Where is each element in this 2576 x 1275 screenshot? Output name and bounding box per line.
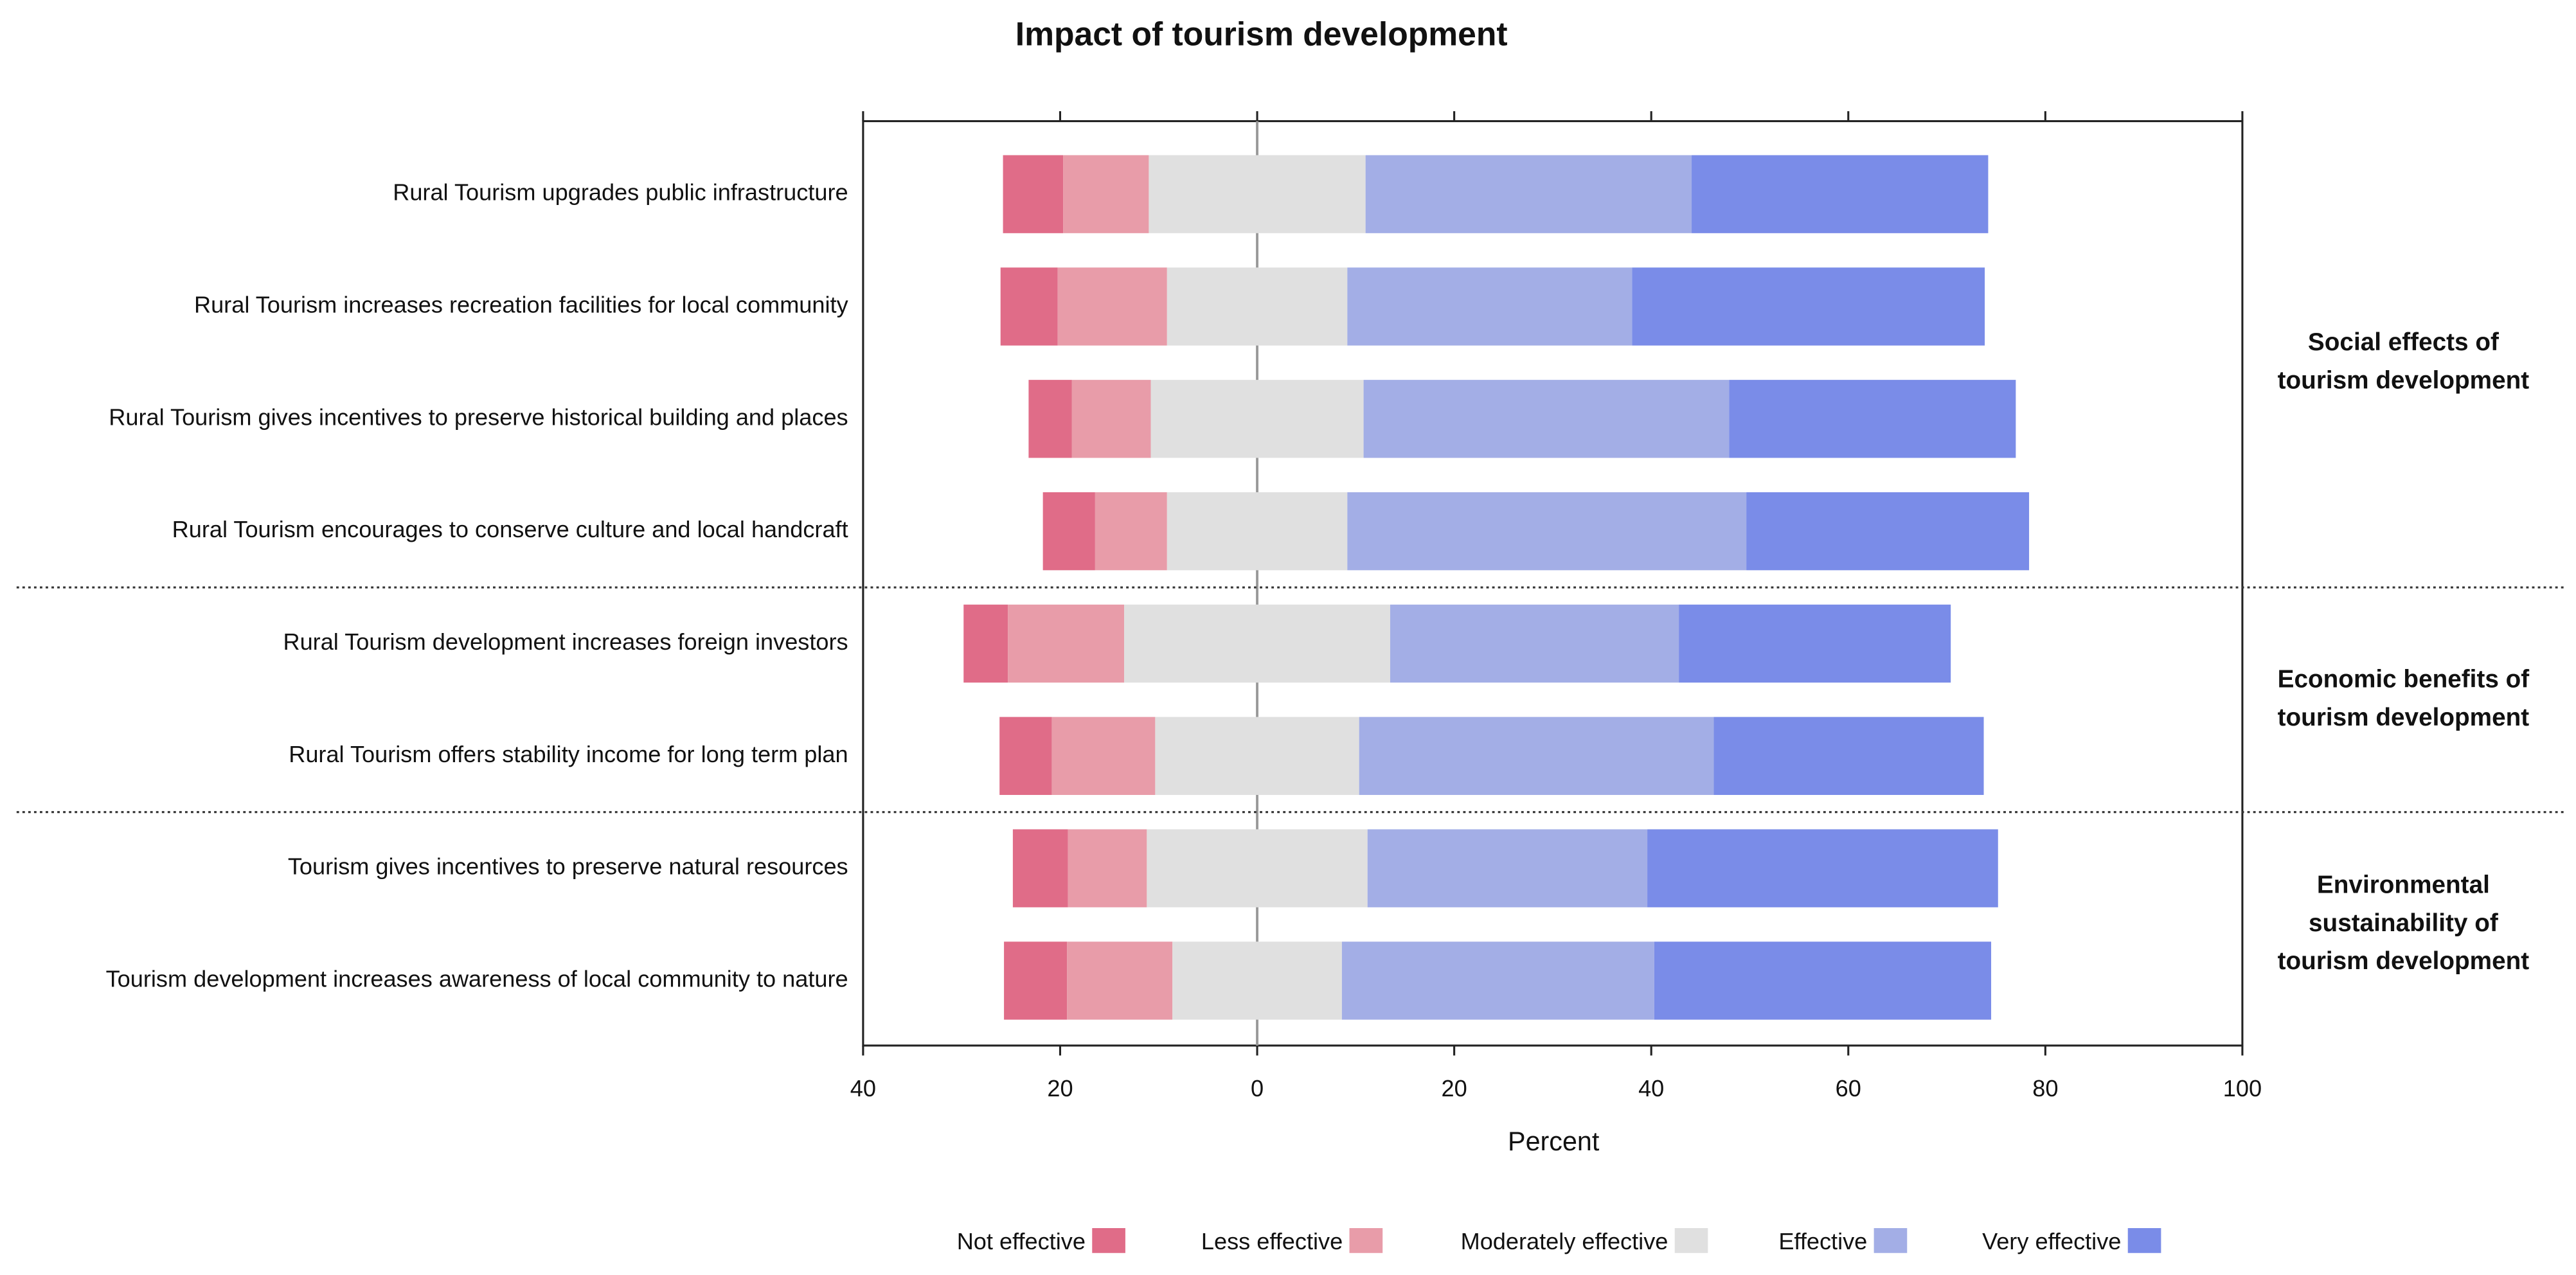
bar-segment <box>1057 267 1167 346</box>
x-tick-label: 40 <box>850 1075 876 1101</box>
category-label: Rural Tourism development increases fore… <box>283 629 848 655</box>
bar-segment <box>1654 941 1992 1020</box>
bar-segment <box>1149 155 1366 233</box>
bar-segment <box>1341 941 1654 1020</box>
legend-label: Very effective <box>1982 1228 2121 1254</box>
bar-segment <box>1359 717 1714 795</box>
bar-segment <box>1095 492 1167 571</box>
x-axis-title: Percent <box>1508 1127 1600 1156</box>
group-label: Economic benefits of <box>2278 665 2530 693</box>
bar-segment <box>1068 829 1147 907</box>
group-label: Environmental <box>2317 871 2490 898</box>
category-label: Rural Tourism encourages to conserve cul… <box>172 516 848 542</box>
bar-segment <box>1071 380 1151 458</box>
category-label: Rural Tourism gives incentives to preser… <box>109 404 848 430</box>
bar-segment <box>1713 717 1984 795</box>
bar-segment <box>1028 380 1072 458</box>
legend-label: Not effective <box>957 1228 1086 1254</box>
bar-segment <box>1147 829 1368 907</box>
bar-segment <box>1632 267 1985 346</box>
bar-segment <box>1679 604 1951 683</box>
bar-segment <box>1012 829 1068 907</box>
bar-segment <box>1067 941 1173 1020</box>
x-tick-label: 100 <box>2223 1075 2262 1101</box>
bar-segment <box>1008 604 1125 683</box>
bar-segment <box>999 717 1052 795</box>
x-tick-label: 40 <box>1638 1075 1664 1101</box>
bar-segment <box>1167 492 1348 571</box>
x-tick-label: 20 <box>1047 1075 1073 1101</box>
bar-segment <box>1746 492 2030 571</box>
x-tick-label: 80 <box>2032 1075 2058 1101</box>
bar-segment <box>1347 267 1632 346</box>
group-label: tourism development <box>2278 366 2530 394</box>
category-label: Tourism gives incentives to preserve nat… <box>288 853 848 880</box>
plot-frame <box>862 120 2244 1047</box>
bar-segment <box>1003 155 1064 233</box>
bar-segment <box>963 604 1008 683</box>
bar-segment <box>1042 492 1095 571</box>
legend-swatch <box>1874 1228 1908 1253</box>
bar-segment <box>1150 380 1364 458</box>
bar-segment <box>1363 380 1730 458</box>
legend-label: Effective <box>1778 1228 1867 1254</box>
group-label: sustainability of <box>2309 909 2498 937</box>
legend-swatch <box>1674 1228 1708 1253</box>
category-label: Rural Tourism increases recreation facil… <box>194 292 848 318</box>
bar-segment <box>1365 155 1692 233</box>
bar-segment <box>1000 267 1058 346</box>
bar-segment <box>1347 492 1747 571</box>
bar-segment <box>1167 267 1348 346</box>
bar-segment <box>1155 717 1359 795</box>
bar-segment <box>1063 155 1149 233</box>
bar-segment <box>1692 155 1989 233</box>
legend-label: Less effective <box>1201 1228 1343 1254</box>
x-tick-label: 20 <box>1442 1075 1467 1101</box>
bar-segment <box>1051 717 1156 795</box>
category-label: Rural Tourism offers stability income fo… <box>289 741 848 767</box>
bar-segment <box>1729 380 2016 458</box>
x-tick-label: 0 <box>1251 1075 1264 1101</box>
category-label: Tourism development increases awareness … <box>106 966 848 992</box>
bar-segment <box>1124 604 1390 683</box>
group-label: tourism development <box>2278 947 2530 975</box>
bar-segment <box>1367 829 1648 907</box>
legend-swatch <box>1092 1228 1125 1253</box>
chart-title: Impact of tourism development <box>1015 15 1508 52</box>
group-label: Social effects of <box>2308 328 2499 356</box>
legend-label: Moderately effective <box>1461 1228 1668 1254</box>
bar-segment <box>1004 941 1068 1020</box>
group-label: tourism development <box>2278 704 2530 731</box>
bar-segment <box>1390 604 1679 683</box>
category-label: Rural Tourism upgrades public infrastruc… <box>393 179 848 206</box>
legend-swatch <box>2127 1228 2161 1253</box>
bar-segment <box>1172 941 1342 1020</box>
legend-swatch <box>1349 1228 1383 1253</box>
x-tick-label: 60 <box>1836 1075 1861 1101</box>
bar-segment <box>1647 829 1998 907</box>
